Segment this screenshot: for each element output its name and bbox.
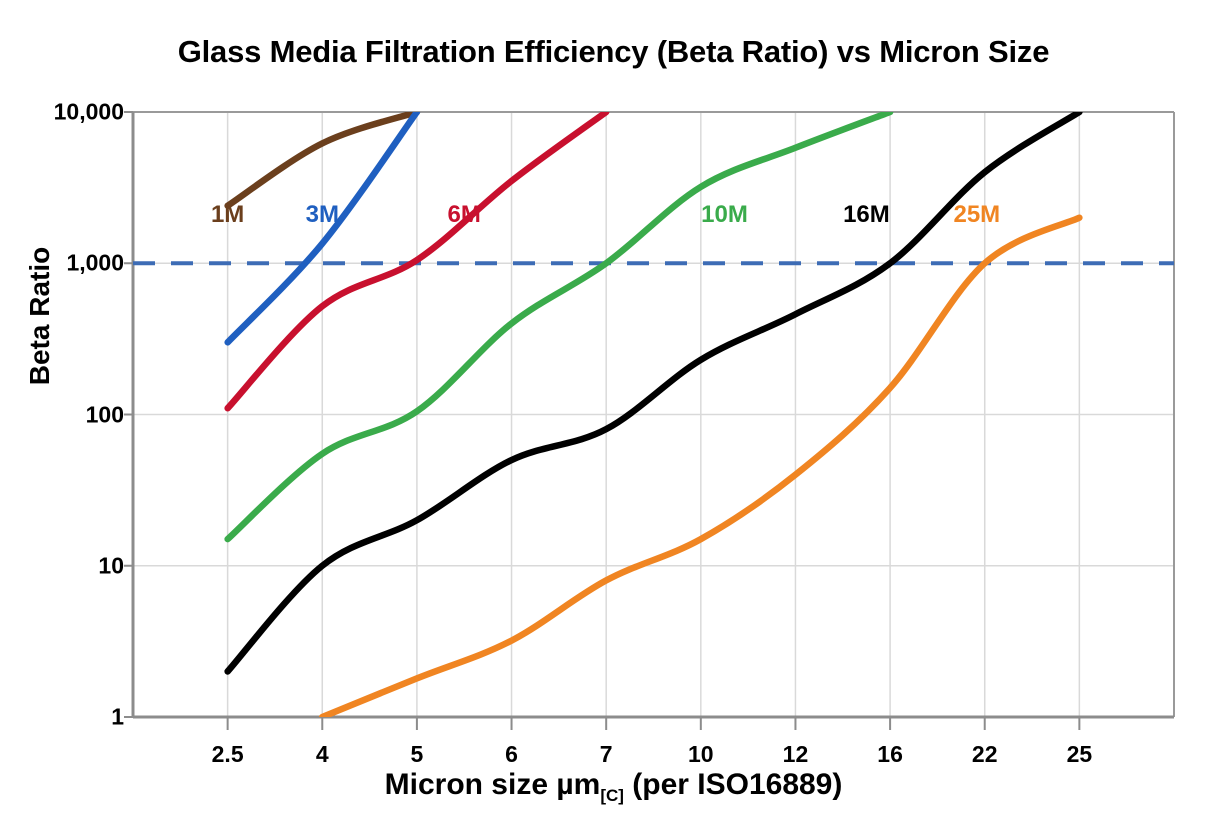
series-label-16m: 16M <box>843 200 890 228</box>
series-line-6m <box>224 112 610 412</box>
y-tick-label: 1,000 <box>66 249 124 276</box>
axis-lines <box>131 111 1175 719</box>
y-tick-label: 100 <box>85 401 124 427</box>
x-axis-title-subscript: [C] <box>600 786 624 805</box>
series-layer <box>224 112 1083 717</box>
y-tick-label: 10,000 <box>53 98 124 125</box>
y-axis-tick-labels: 1 10 100 1,000 10,000 <box>0 0 124 836</box>
x-tick-label: 25 <box>1066 741 1093 767</box>
x-tick-label: 2.5 <box>211 741 244 767</box>
x-tick-label: 5 <box>410 741 424 767</box>
y-tick-label: 10 <box>98 552 124 579</box>
x-axis-title-main: Micron size µm <box>384 768 601 801</box>
x-axis-title: Micron size µm[C] (per ISO16889) <box>0 768 1227 806</box>
series-label-1m: 1M <box>210 200 245 228</box>
x-axis-title-tail: (per ISO16889) <box>623 768 843 801</box>
gridlines <box>133 111 1174 717</box>
series-line-25m <box>319 214 1083 717</box>
series-line-10m <box>224 112 894 543</box>
series-label-6m: 6M <box>447 200 481 228</box>
x-tick-label: 12 <box>782 741 809 767</box>
series-line-1m <box>224 112 421 209</box>
x-tick-label: 22 <box>971 741 998 767</box>
x-tick-label: 10 <box>688 741 714 767</box>
series-label-3m: 3M <box>305 200 339 228</box>
x-tick-label: 6 <box>505 741 518 767</box>
y-tick-label: 1 <box>111 703 124 730</box>
series-label-25m: 25M <box>953 200 1001 228</box>
x-tick-label: 4 <box>315 741 329 767</box>
x-tick-label: 7 <box>599 741 613 767</box>
series-line-16m <box>224 112 1083 675</box>
x-tick-label: 16 <box>877 741 903 767</box>
series-label-10m: 10M <box>701 200 748 228</box>
series-line-3m <box>224 112 421 346</box>
chart-title: Glass Media Filtration Efficiency (Beta … <box>177 34 1050 69</box>
axis-ticks <box>124 111 1081 730</box>
